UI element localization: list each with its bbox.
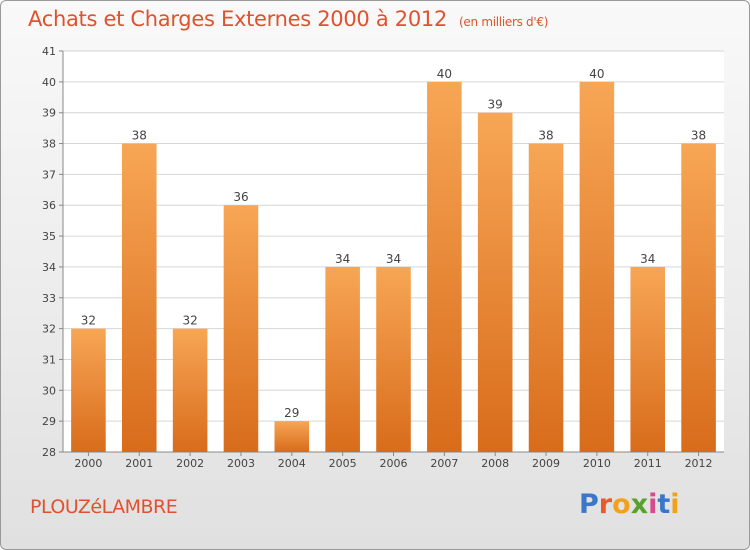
y-tick-label: 37	[42, 168, 56, 181]
bar	[579, 81, 615, 452]
x-tick-label: 2006	[380, 457, 408, 470]
bar	[121, 143, 157, 453]
bar-value-label: 36	[233, 190, 248, 204]
y-tick-label: 31	[42, 353, 56, 366]
bar	[223, 205, 259, 452]
y-tick-label: 28	[42, 446, 56, 459]
bar	[376, 266, 411, 452]
bar-value-label: 38	[132, 129, 147, 143]
y-tick-label: 32	[42, 323, 56, 336]
bar	[630, 266, 666, 452]
y-tick-label: 36	[42, 199, 56, 212]
y-tick-label: 40	[42, 76, 56, 89]
chart-title-text: Achats et Charges Externes 2000 à 2012	[28, 7, 448, 31]
chart-title: Achats et Charges Externes 2000 à 2012 (e…	[28, 7, 548, 31]
y-tick-label: 29	[42, 415, 56, 428]
bar-value-label: 34	[335, 252, 350, 266]
commune-name: PLOUZéLAMBRE	[30, 496, 178, 518]
x-tick-label: 2008	[481, 457, 509, 470]
x-tick-label: 2003	[227, 457, 255, 470]
bar-value-label: 32	[182, 314, 197, 328]
bar	[172, 328, 208, 452]
bar	[477, 112, 513, 452]
proxiti-logo: Proxiti	[579, 489, 680, 520]
chart-unit: (en milliers d'€)	[459, 15, 549, 29]
x-tick-label: 2011	[634, 457, 662, 470]
x-tick-label: 2002	[176, 457, 204, 470]
bar	[681, 143, 716, 453]
x-tick-label: 2010	[583, 457, 611, 470]
x-tick-label: 2004	[278, 457, 306, 470]
y-tick-label: 34	[42, 261, 56, 274]
y-tick-label: 38	[42, 138, 56, 151]
bar-value-label: 38	[691, 129, 706, 143]
x-tick-label: 2007	[430, 457, 458, 470]
bar-value-label: 40	[437, 67, 452, 81]
y-tick-label: 35	[42, 230, 56, 243]
bar	[274, 421, 310, 452]
x-tick-label: 2009	[532, 457, 560, 470]
bar-value-label: 40	[589, 67, 604, 81]
y-tick-label: 41	[42, 45, 56, 58]
bar	[71, 328, 106, 452]
bar-value-label: 34	[640, 252, 655, 266]
bar-value-label: 29	[284, 406, 299, 420]
y-tick-label: 33	[42, 292, 56, 305]
bar	[427, 81, 462, 452]
x-tick-label: 2012	[685, 457, 713, 470]
bar-value-label: 39	[488, 98, 503, 112]
x-tick-label: 2005	[329, 457, 357, 470]
bar	[325, 266, 360, 452]
bar	[528, 143, 564, 453]
x-tick-label: 2001	[125, 457, 153, 470]
x-tick-label: 2000	[74, 457, 102, 470]
y-tick-label: 39	[42, 107, 56, 120]
bar-value-label: 38	[538, 129, 553, 143]
y-tick-label: 30	[42, 384, 56, 397]
bar-value-label: 32	[81, 314, 96, 328]
bar-value-label: 34	[386, 252, 401, 266]
